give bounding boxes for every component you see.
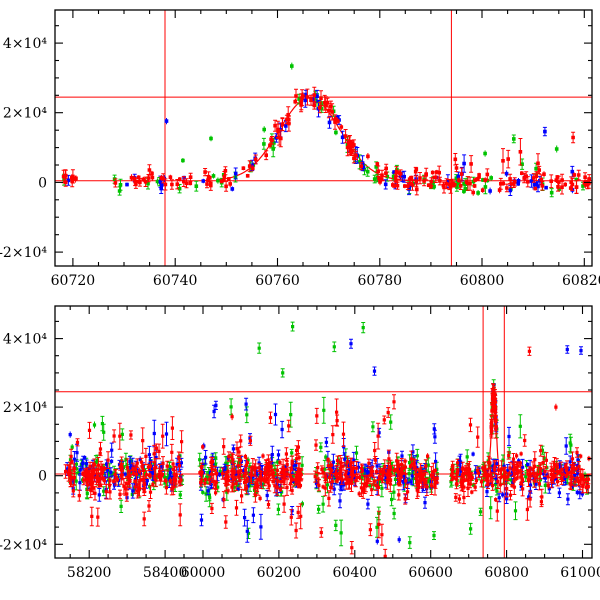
x-tick-label: 60740 <box>153 273 198 289</box>
y-tick-label: 2×10⁴ <box>3 400 47 416</box>
reference-lines <box>55 306 592 558</box>
y-tick-label: 4×10⁴ <box>3 36 47 52</box>
series-red-points <box>61 93 592 195</box>
axes-frame <box>54 305 593 559</box>
x-tick-label: 58200 <box>67 565 112 581</box>
series-green-errorbars <box>68 321 590 549</box>
top-panel: 60720 60740 60760 60780 60800 60820 -2×10⁴ 0 2×1… <box>0 9 600 289</box>
y-tick-label: -2×10⁴ <box>0 537 47 553</box>
y-tick-label: -2×10⁴ <box>0 245 47 261</box>
x-tick-label: 60820 <box>562 273 600 289</box>
series-green-points <box>68 325 589 545</box>
y-tick-label: 4×10⁴ <box>3 332 47 348</box>
y-tick-label: 2×10⁴ <box>3 106 47 122</box>
axis-ticks <box>55 306 592 558</box>
x-tick-label: 60600 <box>408 565 453 581</box>
x-tick-label: 60800 <box>484 565 529 581</box>
x-tick-label: 60720 <box>51 273 96 289</box>
x-tick-label: 60760 <box>255 273 300 289</box>
x-tick-label: 58400 <box>143 565 188 581</box>
axis-labels: 60720 60740 60760 60780 60800 60820 -2×10⁴ 0 2×1… <box>0 36 600 289</box>
axes-frame <box>54 9 593 267</box>
series-blue-points <box>65 342 590 543</box>
x-tick-label: 60800 <box>460 273 505 289</box>
axis-ticks <box>55 10 592 266</box>
x-tick-label: 61000 <box>560 565 600 581</box>
x-tick-label: 60200 <box>257 565 302 581</box>
y-tick-label: 0 <box>38 175 47 191</box>
y-tick-label: 0 <box>38 469 47 485</box>
series-red-errorbars <box>63 346 591 558</box>
x-tick-label: 60000 <box>181 565 226 581</box>
x-tick-label: 60400 <box>333 565 378 581</box>
x-tick-label: 60780 <box>358 273 403 289</box>
reference-lines <box>55 10 592 266</box>
